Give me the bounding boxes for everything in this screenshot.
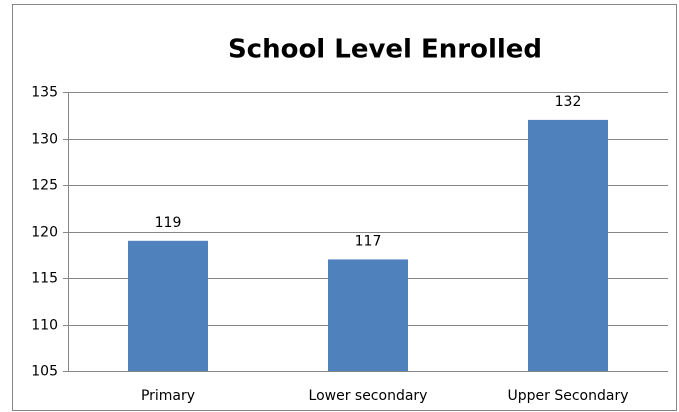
x-tick-label: Primary <box>141 388 195 404</box>
x-tick-label: Lower secondary <box>309 388 428 404</box>
y-tick-label: 105 <box>31 364 58 380</box>
data-label: 132 <box>555 94 582 110</box>
bar <box>528 119 608 372</box>
y-tick-label: 120 <box>31 225 58 241</box>
data-label: 117 <box>355 233 382 249</box>
y-tick-label: 115 <box>31 271 58 287</box>
chart-title: School Level Enrolled <box>228 35 542 65</box>
y-tick-label: 135 <box>31 85 58 101</box>
data-label: 119 <box>155 215 182 231</box>
bar <box>128 240 208 371</box>
y-tick-label: 130 <box>31 132 58 148</box>
bar <box>328 259 408 371</box>
y-tick-label: 110 <box>31 318 58 334</box>
x-tick-label: Upper Secondary <box>508 388 629 404</box>
y-tick-label: 125 <box>31 178 58 194</box>
